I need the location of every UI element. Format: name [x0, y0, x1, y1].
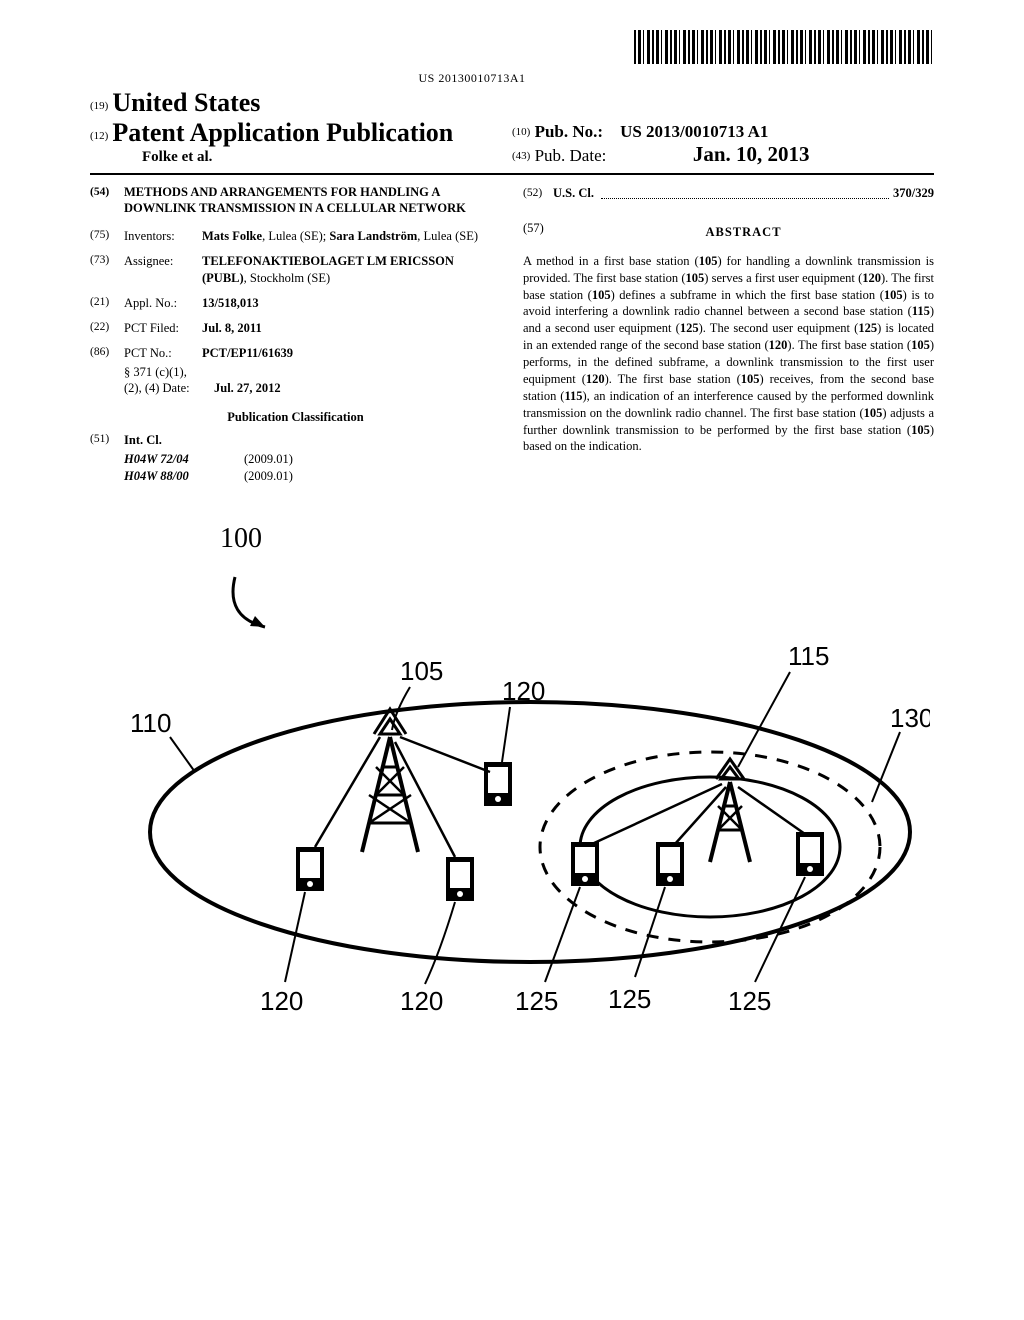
- doc-type: Patent Application Publication: [112, 118, 453, 147]
- s371-date: Jul. 27, 2012: [214, 380, 501, 397]
- intcl-2: H04W 88/00: [124, 469, 189, 483]
- barcode-number: US 20130010713A1: [90, 71, 934, 86]
- s371-date-label: (2), (4) Date:: [124, 380, 214, 397]
- figure-1: 100: [90, 517, 934, 1037]
- barcode-graphic: [634, 30, 934, 64]
- header: (19) United States (12) Patent Applicati…: [90, 88, 934, 175]
- pct-filed-label: PCT Filed:: [124, 320, 202, 337]
- country-code: (19): [90, 100, 108, 112]
- intcl-1-year: (2009.01): [244, 451, 293, 468]
- abstract-code: (57): [523, 220, 553, 253]
- pub-no-label: Pub. No.:: [535, 122, 603, 141]
- ref-105: 105: [400, 656, 443, 686]
- ref-110: 110: [130, 708, 171, 738]
- ref-130: 130: [890, 703, 930, 733]
- dots-leader: [601, 188, 889, 199]
- pub-no: US 2013/0010713 A1: [620, 122, 768, 141]
- intcl-label: Int. Cl.: [124, 432, 162, 449]
- ref-120-b: 120: [400, 986, 443, 1016]
- pct-no: PCT/EP11/61639: [202, 345, 501, 362]
- left-column: (54) METHODS AND ARRANGEMENTS FOR HANDLI…: [90, 185, 501, 493]
- inventors-code: (75): [90, 228, 124, 245]
- right-column: (52) U.S. Cl. 370/329 (57) ABSTRACT A me…: [523, 185, 934, 493]
- appl-no: 13/518,013: [202, 295, 501, 312]
- pub-date-code: (43): [512, 150, 530, 162]
- abstract-heading: ABSTRACT: [553, 224, 934, 241]
- inventor-2: Sara Landström: [329, 229, 417, 243]
- intcl-code: (51): [90, 432, 124, 449]
- ref-120-a: 120: [260, 986, 303, 1016]
- inventor-1: Mats Folke: [202, 229, 262, 243]
- pub-no-code: (10): [512, 126, 530, 138]
- uscl-code: (52): [523, 186, 553, 202]
- barcode-block: US 20130010713A1: [90, 30, 934, 86]
- assignee-label: Assignee:: [124, 253, 202, 287]
- intcl-1: H04W 72/04: [124, 452, 189, 466]
- ref-100: 100: [220, 523, 262, 555]
- inventors-label: Inventors:: [124, 228, 202, 245]
- ref-120-top: 120: [502, 676, 545, 706]
- ref-115: 115: [788, 641, 829, 671]
- appl-label: Appl. No.:: [124, 295, 202, 312]
- pub-date: Jan. 10, 2013: [693, 142, 810, 166]
- ref-125-b: 125: [608, 984, 651, 1014]
- appl-code: (21): [90, 295, 124, 312]
- pct-no-label: PCT No.:: [124, 345, 202, 362]
- uscl-value: 370/329: [893, 185, 934, 202]
- abstract-text: A method in a first base station (105) f…: [523, 253, 934, 456]
- pct-filed-code: (22): [90, 320, 124, 337]
- doc-type-code: (12): [90, 130, 108, 142]
- intcl-2-year: (2009.01): [244, 468, 293, 485]
- ref-125-a: 125: [515, 986, 558, 1016]
- ref-125-c: 125: [728, 986, 771, 1016]
- title-code: (54): [90, 185, 124, 216]
- assignee-code: (73): [90, 253, 124, 287]
- pub-class-heading: Publication Classification: [90, 409, 501, 426]
- body-columns: (54) METHODS AND ARRANGEMENTS FOR HANDLI…: [90, 185, 934, 493]
- authors-line: Folke et al.: [142, 149, 212, 165]
- pct-no-code: (86): [90, 345, 124, 362]
- country: United States: [112, 88, 260, 117]
- invention-title: METHODS AND ARRANGEMENTS FOR HANDLING A …: [124, 185, 501, 216]
- pct-filed: Jul. 8, 2011: [202, 320, 501, 337]
- s371-label: § 371 (c)(1),: [124, 364, 187, 381]
- uscl-label: U.S. Cl.: [553, 185, 594, 202]
- figure-svg: 105 120 115 110 130 120 120 125 125 125: [110, 572, 930, 1022]
- pub-date-label: Pub. Date:: [535, 146, 607, 165]
